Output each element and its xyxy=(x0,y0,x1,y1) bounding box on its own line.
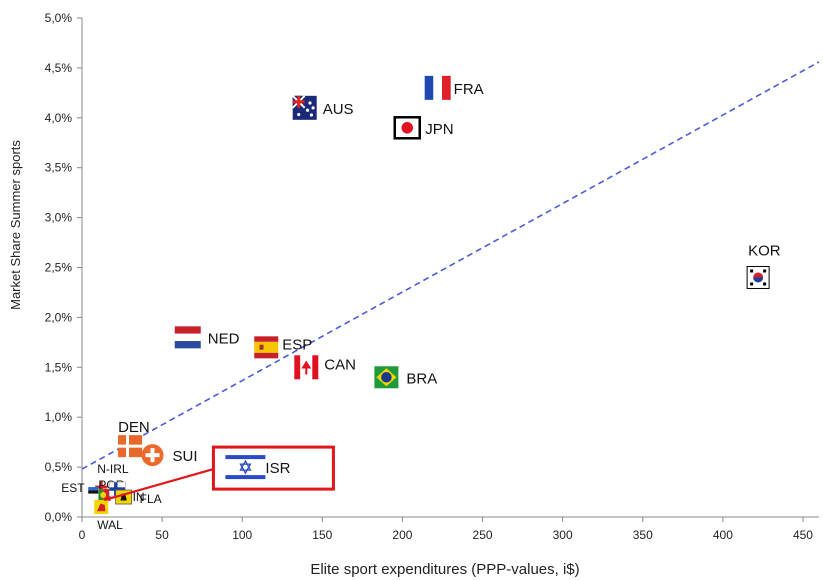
trendline-group xyxy=(81,61,820,470)
point-label-aus: AUS xyxy=(323,101,354,118)
x-tick-label: 300 xyxy=(553,528,573,542)
highlight-connector xyxy=(104,468,214,502)
highlight-group xyxy=(104,445,335,502)
data-point-por xyxy=(98,489,111,502)
france-flag xyxy=(424,75,451,100)
point-label-bra: BRA xyxy=(406,370,437,387)
denmark-flag xyxy=(118,435,143,458)
point-label-fla: FLA xyxy=(140,492,162,506)
canada-flag xyxy=(294,355,319,380)
x-tick-label: 100 xyxy=(232,528,252,542)
y-tick-label: 0,0% xyxy=(45,510,73,524)
data-point-jpn xyxy=(393,116,421,140)
point-label-ned: NED xyxy=(208,330,240,347)
y-tick-label: 5,0% xyxy=(45,11,73,25)
x-tick-label: 50 xyxy=(155,528,169,542)
x-tick-label: 450 xyxy=(793,528,813,542)
trendline xyxy=(81,61,820,470)
data-points: FRAAUSJPNKORNEDESPCANBRADENSUIISRN-IRLPO… xyxy=(61,75,781,532)
data-point-fra xyxy=(424,75,451,100)
data-point-ned xyxy=(174,326,201,349)
y-axis-title: Market Share Summer sports xyxy=(8,140,23,310)
x-axis-title: Elite sport expenditures (PPP-values, i$… xyxy=(310,561,579,578)
estonia-flag xyxy=(88,487,99,498)
y-tick-label: 0,5% xyxy=(45,460,73,474)
data-point-esp xyxy=(254,336,279,359)
y-tick-label: 3,5% xyxy=(45,161,73,175)
point-label-den: DEN xyxy=(118,419,150,436)
data-point-wal xyxy=(94,500,109,515)
korea-flag xyxy=(746,265,770,289)
y-tick-label: 3,0% xyxy=(45,211,73,225)
netherlands-flag xyxy=(174,326,201,349)
data-point-bra xyxy=(374,366,399,389)
data-point-aus xyxy=(291,95,317,120)
switzerland-flag xyxy=(141,444,164,467)
point-label-fra: FRA xyxy=(454,81,484,98)
data-point-isr xyxy=(225,453,266,482)
australia-flag xyxy=(291,95,317,120)
point-label-isr: ISR xyxy=(265,460,290,477)
japan-flag xyxy=(393,116,421,140)
point-label-est: EST xyxy=(61,481,85,495)
point-label-can: CAN xyxy=(324,356,356,373)
point-label-wal: WAL xyxy=(97,518,123,532)
point-label-sui: SUI xyxy=(172,448,197,465)
data-point-sui xyxy=(141,444,164,467)
israel-flag xyxy=(225,453,266,482)
y-tick-label: 1,5% xyxy=(45,360,73,374)
y-tick-label: 4,5% xyxy=(45,61,73,75)
data-point-den xyxy=(118,435,143,458)
data-point-kor xyxy=(746,265,770,289)
y-tick-label: 1,0% xyxy=(45,410,73,424)
x-tick-label: 200 xyxy=(392,528,412,542)
x-tick-label: 250 xyxy=(473,528,493,542)
point-label-kor: KOR xyxy=(748,242,781,259)
x-tick-label: 150 xyxy=(312,528,332,542)
highlight-box xyxy=(211,445,335,491)
y-tick-label: 2,5% xyxy=(45,261,73,275)
point-label-n-irl: N-IRL xyxy=(97,462,129,476)
tick-labels: 0 50 100 150 200 250 300 350 400 450 0,0% 0,5% 1,0% 1… xyxy=(45,11,814,542)
brazil-flag xyxy=(374,366,399,389)
x-tick-label: 0 xyxy=(79,528,86,542)
spain-flag xyxy=(254,336,279,359)
y-tick-label: 4,0% xyxy=(45,111,73,125)
wales-flag xyxy=(94,500,109,515)
point-label-esp: ESP xyxy=(282,336,312,353)
x-tick-label: 400 xyxy=(713,528,733,542)
portugal-flag xyxy=(98,489,111,502)
y-tick-label: 2,0% xyxy=(45,310,73,324)
data-point-can xyxy=(294,355,319,380)
point-label-jpn: JPN xyxy=(425,121,453,138)
x-tick-label: 350 xyxy=(633,528,653,542)
data-point-est xyxy=(88,487,99,498)
